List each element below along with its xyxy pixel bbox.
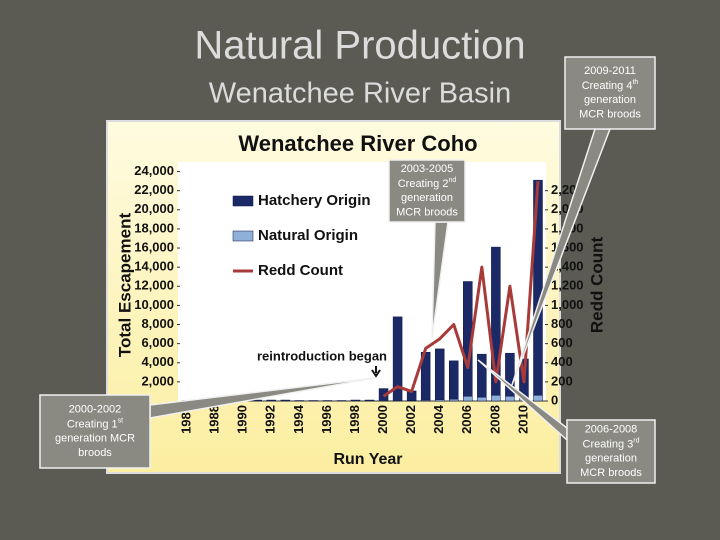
callout-box <box>388 159 466 223</box>
x-tick-label: 1988 <box>207 405 222 434</box>
y-tick-label: 16,000 <box>134 239 174 254</box>
x-tick-label: 1996 <box>319 405 334 434</box>
y-tick-label: 24,000 <box>134 163 174 178</box>
annotation: reintroduction began <box>257 348 387 363</box>
callout-period: 2006-2008 <box>585 424 638 436</box>
y-tick-label: 6,000 <box>141 335 174 350</box>
bar <box>364 399 375 402</box>
callout-text: Creating 3rd <box>583 437 640 450</box>
legend-label: Hatchery Origin <box>258 192 371 209</box>
callout-period: 2000-2002 <box>69 404 122 416</box>
x-tick-label: 1990 <box>235 405 250 434</box>
bar <box>252 399 262 402</box>
slide-title: Natural Production <box>194 24 525 68</box>
callout-text-main: Creating 2 <box>398 178 449 190</box>
y2-tick-label: 200 <box>551 373 573 388</box>
bar <box>449 360 459 400</box>
callout-text: generation <box>585 453 637 465</box>
y-tick-label: 14,000 <box>134 259 174 274</box>
callout-box <box>39 394 151 469</box>
legend-label: Natural Origin <box>258 227 358 244</box>
callout-text: MCR broods <box>396 207 458 219</box>
y-tick-label: 12,000 <box>134 278 174 293</box>
bar <box>477 396 487 402</box>
bar <box>477 353 487 398</box>
y-tick-label: 4,000 <box>141 354 174 369</box>
y-tick-label: 8,000 <box>141 316 174 331</box>
x-tick-label: 2010 <box>515 405 530 434</box>
y2-tick-label: 1,200 <box>551 278 584 293</box>
legend-label: Redd Count <box>258 262 343 279</box>
callout-text-main: Creating 1 <box>67 418 118 430</box>
y-tick-label: 18,000 <box>134 220 174 235</box>
callout-text: Creating 4th <box>582 79 639 92</box>
x-tick-label: 2002 <box>403 405 418 434</box>
callout-text: generation <box>584 94 636 106</box>
callout-sup: th <box>632 79 638 86</box>
bar <box>350 399 361 402</box>
bar <box>491 395 501 402</box>
x-tick-label: 1992 <box>263 405 278 434</box>
y2-tick-label: 0 <box>551 392 558 407</box>
annotation-arrow <box>371 366 381 378</box>
callout-sup: rd <box>633 437 639 444</box>
callout-period: 2009-2011 <box>584 65 636 77</box>
x-tick-label: 2006 <box>459 405 474 434</box>
slide-subtitle: Wenatchee River Basin <box>209 78 512 110</box>
callout-text: MCR broods <box>580 467 642 479</box>
callout-period: 2003-2005 <box>401 163 454 175</box>
x-tick-label: 1998 <box>347 405 362 434</box>
bar <box>533 179 543 396</box>
bar <box>533 395 543 402</box>
x-tick-label: 1994 <box>291 404 306 434</box>
callouts: 2009-2011 Creating 4th generation MCR brood… <box>39 56 656 484</box>
y2-tick-label: 1,000 <box>551 297 584 312</box>
bar <box>505 352 515 397</box>
callout-text: generation <box>401 192 453 204</box>
callout-text: broods <box>78 447 112 459</box>
y-tick-label: 20,000 <box>134 201 174 216</box>
x-tick-label: 2000 <box>375 405 390 434</box>
y2-tick-label: 400 <box>551 354 573 369</box>
bar <box>491 246 501 396</box>
callout-text: generation MCR <box>55 433 135 445</box>
y2-tick-label: 600 <box>551 335 573 350</box>
callout-text-main: Creating 3 <box>583 438 634 450</box>
callout-sup: st <box>118 417 124 424</box>
y2-tick-label: 800 <box>551 316 573 331</box>
bar <box>505 395 515 402</box>
chart-title: Wenatchee River Coho <box>238 131 477 156</box>
callout-text: Creating 1st <box>67 417 123 430</box>
callout-text: Creating 2nd <box>398 177 457 190</box>
x-tick-label: 2004 <box>431 404 446 434</box>
bar <box>434 348 445 400</box>
x-tick-label: 2008 <box>487 405 502 434</box>
bar <box>463 395 473 402</box>
callout-sup: nd <box>448 177 456 184</box>
redd-line <box>382 181 540 398</box>
x-axis-label: Run Year <box>333 451 402 468</box>
callout-text: MCR broods <box>579 109 641 121</box>
legend-swatch <box>232 230 254 242</box>
y-tick-label: 2,000 <box>141 373 174 388</box>
legend-swatch <box>232 195 254 207</box>
callout-box <box>564 56 656 130</box>
chart: Wenatchee River Coho Total Escapement Redd… <box>115 131 606 468</box>
y-tick-label: 10,000 <box>134 297 174 312</box>
callout-text-main: Creating 4 <box>582 80 633 92</box>
y2-axis-label: Redd Count <box>587 237 606 334</box>
y-tick-label: 22,000 <box>134 182 174 197</box>
y-axis-label: Total Escapement <box>115 213 134 358</box>
bar <box>280 399 291 402</box>
bar <box>449 398 459 402</box>
bar <box>392 316 403 402</box>
bar <box>266 399 276 402</box>
callout-box <box>566 419 656 484</box>
